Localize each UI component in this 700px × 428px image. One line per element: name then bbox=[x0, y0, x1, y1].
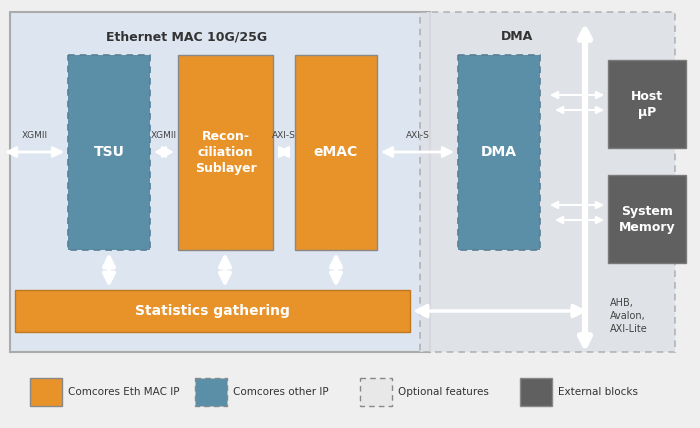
Bar bbox=[458, 55, 540, 250]
Text: AHB,
Avalon,
AXI-Lite: AHB, Avalon, AXI-Lite bbox=[610, 298, 648, 334]
Bar bbox=[30, 378, 62, 406]
Bar bbox=[420, 12, 675, 352]
Text: Comcores Eth MAC IP: Comcores Eth MAC IP bbox=[68, 387, 179, 397]
Text: Optional features: Optional features bbox=[398, 387, 489, 397]
Bar bbox=[195, 378, 227, 406]
Text: TSU: TSU bbox=[94, 146, 125, 160]
Bar bbox=[520, 378, 552, 406]
Bar bbox=[360, 378, 392, 406]
Bar bbox=[178, 55, 273, 250]
Text: DMA: DMA bbox=[500, 30, 533, 43]
Text: XGMII: XGMII bbox=[151, 131, 177, 140]
Text: External blocks: External blocks bbox=[558, 387, 638, 397]
Text: System
Memory: System Memory bbox=[619, 205, 675, 234]
Bar bbox=[68, 55, 150, 250]
Text: Statistics gathering: Statistics gathering bbox=[135, 304, 290, 318]
Text: Recon-
ciliation
Sublayer: Recon- ciliation Sublayer bbox=[195, 130, 256, 175]
Text: AXI-S: AXI-S bbox=[272, 131, 296, 140]
Text: Ethernet MAC 10G/25G: Ethernet MAC 10G/25G bbox=[106, 30, 267, 43]
Text: DMA: DMA bbox=[481, 146, 517, 160]
Text: Host
μP: Host μP bbox=[631, 89, 663, 119]
Bar bbox=[608, 60, 686, 148]
Text: AXI-S: AXI-S bbox=[405, 131, 429, 140]
Text: eMAC: eMAC bbox=[314, 146, 358, 160]
Bar bbox=[10, 12, 430, 352]
Bar bbox=[15, 290, 410, 332]
Bar bbox=[295, 55, 377, 250]
Bar bbox=[608, 175, 686, 263]
Text: XGMII: XGMII bbox=[22, 131, 48, 140]
Text: Comcores other IP: Comcores other IP bbox=[233, 387, 328, 397]
